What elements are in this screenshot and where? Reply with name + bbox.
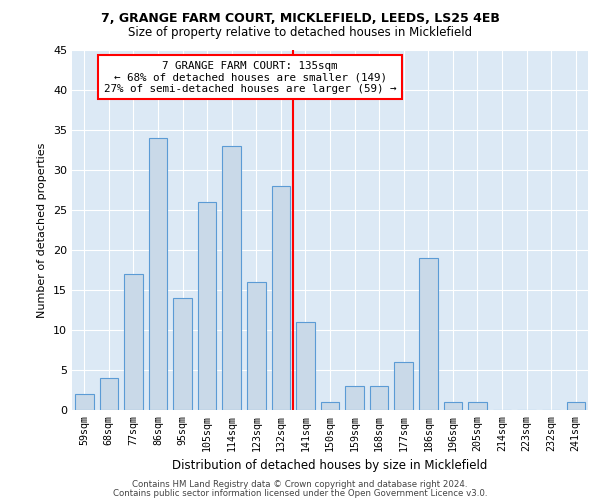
Bar [149,138,167,410]
Text: 7 GRANGE FARM COURT: 135sqm
← 68% of detached houses are smaller (149)
27% of se: 7 GRANGE FARM COURT: 135sqm ← 68% of det… [104,61,396,94]
Bar [296,322,314,410]
Bar [346,386,364,410]
Bar [321,402,339,410]
Y-axis label: Number of detached properties: Number of detached properties [37,142,47,318]
Bar [247,282,265,410]
Bar [100,378,118,410]
Bar [223,146,241,410]
Text: Contains HM Land Registry data © Crown copyright and database right 2024.: Contains HM Land Registry data © Crown c… [132,480,468,489]
Bar [370,386,388,410]
Text: 7, GRANGE FARM COURT, MICKLEFIELD, LEEDS, LS25 4EB: 7, GRANGE FARM COURT, MICKLEFIELD, LEEDS… [101,12,499,26]
Bar [173,298,192,410]
Text: Size of property relative to detached houses in Micklefield: Size of property relative to detached ho… [128,26,472,39]
Bar [419,258,437,410]
Bar [124,274,143,410]
Text: Contains public sector information licensed under the Open Government Licence v3: Contains public sector information licen… [113,489,487,498]
Bar [75,394,94,410]
Bar [198,202,217,410]
Bar [443,402,462,410]
Bar [468,402,487,410]
Bar [566,402,585,410]
Bar [272,186,290,410]
Bar [395,362,413,410]
X-axis label: Distribution of detached houses by size in Micklefield: Distribution of detached houses by size … [172,459,488,472]
